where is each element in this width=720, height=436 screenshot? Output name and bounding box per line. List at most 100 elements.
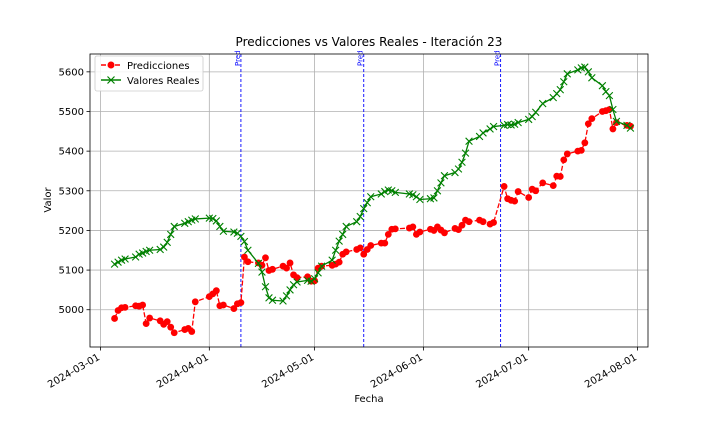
data-point-reales (359, 204, 368, 213)
chart-title: Predicciones vs Valores Reales - Iteraci… (236, 35, 503, 49)
y-tick-label: 5100 (59, 266, 84, 277)
data-point-predicciones (244, 258, 252, 266)
data-point-predicciones (146, 314, 154, 322)
data-point-reales (437, 179, 445, 187)
data-point-predicciones (511, 197, 519, 205)
data-point-predicciones (360, 250, 368, 258)
data-point-predicciones (293, 274, 301, 282)
data-point-predicciones (539, 179, 547, 187)
data-point-reales (261, 282, 270, 291)
data-point-reales (342, 222, 350, 231)
data-point-predicciones (356, 244, 364, 252)
data-point-predicciones (441, 229, 448, 237)
data-point-predicciones (121, 303, 129, 311)
data-point-predicciones (283, 264, 290, 272)
data-point-reales (310, 275, 319, 283)
data-point-predicciones (241, 253, 248, 261)
data-point-reales (581, 63, 589, 71)
data-point-predicciones (581, 139, 589, 147)
data-point-reales (121, 255, 129, 263)
y-tick-label: 5400 (59, 147, 84, 158)
data-point-reales (612, 117, 621, 126)
data-point-predicciones (416, 228, 424, 236)
data-point-reales (163, 238, 171, 247)
grid-layer (90, 54, 648, 347)
data-point-reales (356, 212, 365, 221)
data-point-predicciones (549, 182, 557, 190)
data-point-reales (317, 262, 326, 270)
data-point-reales (556, 85, 565, 94)
data-point-reales (268, 296, 277, 305)
data-point-predicciones (111, 315, 118, 322)
data-point-reales (486, 125, 494, 133)
data-point-reales (258, 268, 266, 276)
legend-marker-predicciones (107, 61, 115, 69)
y-axis-label: Valor (43, 187, 54, 213)
data-point-predicciones (584, 120, 592, 128)
data-point-predicciones (613, 119, 620, 126)
data-point-predicciones (342, 248, 350, 256)
data-point-predicciones (465, 218, 473, 226)
data-point-reales (293, 278, 301, 286)
data-point-predicciones (191, 298, 199, 306)
data-point-reales (454, 165, 463, 173)
data-point-reales (328, 256, 336, 264)
data-point-reales (605, 91, 614, 100)
data-point-reales (377, 190, 386, 198)
data-point-reales (212, 217, 221, 225)
data-point-predicciones (230, 305, 238, 312)
data-point-reales (489, 122, 498, 131)
data-point-reales (209, 214, 217, 223)
x-axis-label: Fecha (354, 394, 383, 405)
data-point-predicciones (286, 259, 294, 267)
data-point-reales (110, 260, 119, 268)
data-point-reales (338, 230, 347, 239)
data-point-predicciones (170, 329, 178, 337)
data-point-predicciones (609, 125, 617, 133)
y-tick-label: 5000 (59, 305, 84, 316)
data-point-reales (588, 73, 596, 82)
data-point-reales (159, 243, 168, 251)
data-point-predicciones (381, 239, 389, 247)
data-point-reales (363, 198, 372, 207)
data-point-predicciones (142, 320, 150, 328)
data-point-predicciones (367, 242, 375, 249)
data-point-predicciones (532, 187, 540, 195)
data-point-reales (461, 149, 470, 157)
data-point-reales (216, 222, 224, 231)
y-tick-label: 5500 (59, 107, 84, 118)
data-point-reales (352, 217, 361, 226)
data-point-reales (170, 222, 179, 231)
data-point-predicciones (384, 230, 392, 238)
data-point-predicciones (556, 173, 564, 180)
data-point-reales (114, 258, 122, 266)
data-point-reales (265, 294, 273, 302)
y-tick-label: 5600 (59, 67, 84, 78)
data-point-reales (465, 137, 473, 146)
data-point-reales (458, 158, 466, 167)
data-point-reales (609, 105, 617, 114)
data-point-reales (598, 81, 607, 90)
data-point-predicciones (335, 258, 343, 266)
data-point-reales (237, 232, 245, 241)
data-point-predicciones (514, 188, 522, 195)
legend-label-predicciones: Predicciones (127, 61, 190, 72)
data-point-reales (531, 108, 540, 117)
data-point-predicciones (560, 156, 568, 164)
data-point-predicciones (139, 301, 147, 309)
data-point-reales (335, 237, 343, 245)
prediction-vline-label: Pred (234, 50, 242, 66)
data-point-reales (416, 195, 424, 204)
data-point-reales (307, 277, 315, 285)
data-point-predicciones (458, 221, 466, 229)
data-point-predicciones (188, 328, 196, 335)
data-point-reales (479, 129, 487, 137)
data-point-reales (166, 230, 175, 239)
data-point-reales (563, 70, 572, 78)
data-point-reales (391, 188, 400, 197)
data-point-reales (409, 190, 417, 199)
data-point-predicciones (525, 194, 533, 201)
data-point-reales (366, 192, 375, 201)
data-point-reales (244, 246, 252, 255)
